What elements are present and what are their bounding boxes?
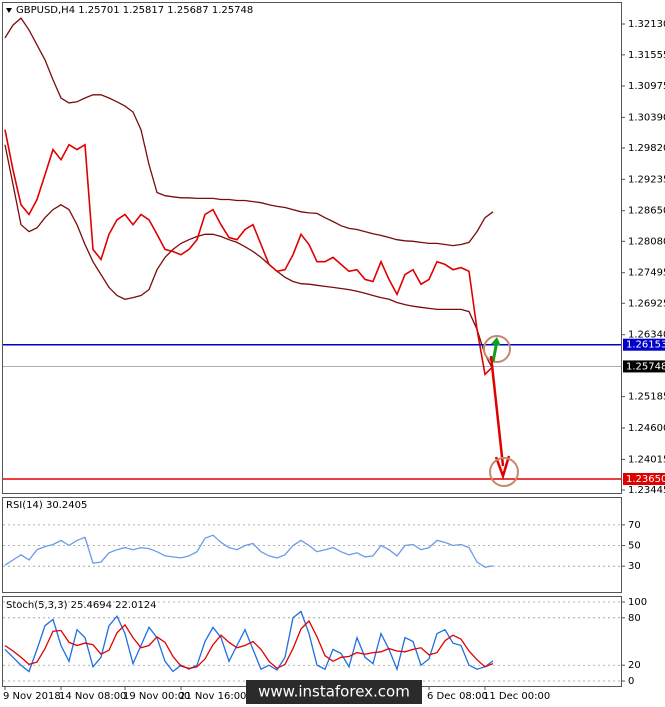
y-tick-label: 1.28650 [628, 206, 665, 217]
x-tick-label: 9 Nov 2018 [3, 691, 61, 702]
x-tick-label: 21 Nov 16:00 [179, 691, 246, 702]
y-tick-label: 30 [628, 561, 641, 572]
rsi-panel [2, 497, 622, 593]
y-tick-label: 1.27495 [628, 268, 665, 279]
y-tick-label: 1.26340 [628, 330, 665, 341]
y-tick-label: 1.24600 [628, 423, 665, 434]
down-arrow [489, 355, 505, 467]
rsi-title: RSI(14) 30.2405 [6, 500, 87, 511]
x-tick-label: 6 Dec 08:00 [427, 691, 488, 702]
y-tick-label: 1.32130 [628, 19, 665, 30]
target-circle [483, 335, 511, 363]
y-tick-label: 1.26925 [628, 298, 665, 309]
series-line [4, 534, 494, 568]
level-label-box [623, 338, 665, 351]
x-tick-label: 19 Nov 00:00 [123, 691, 190, 702]
series-line [4, 619, 494, 670]
menu-triangle [6, 8, 12, 13]
y-tick-label: 1.25185 [628, 392, 665, 403]
series-line [4, 144, 494, 370]
y-tick-label: 1.29235 [628, 174, 665, 185]
up-arrow-head [491, 337, 501, 346]
series-line [4, 610, 494, 673]
target-circle [489, 457, 519, 487]
y-tick-label: 100 [628, 597, 647, 608]
y-tick-label: 0 [628, 676, 634, 687]
x-tick-label: 14 Nov 08:00 [59, 691, 126, 702]
x-tick-label: 11 Dec 00:00 [483, 691, 550, 702]
y-tick-label: 1.31555 [628, 50, 665, 61]
y-tick-label: 1.28080 [628, 236, 665, 247]
marks: 1.32130 1.31555 1.30975 1.30390 1.29820 1.292… [3, 17, 665, 702]
annotations [483, 335, 519, 487]
level-label-box [623, 360, 665, 373]
chart-title: GBPUSD,H4 1.25701 1.25817 1.25687 1.2574… [16, 5, 253, 16]
watermark-box [246, 680, 422, 704]
y-tick-label: 50 [628, 541, 641, 552]
series-line [4, 129, 494, 377]
down-arrow-head [494, 455, 511, 480]
y-tick-label: 1.30390 [628, 112, 665, 123]
level-label: 1.26153 [626, 340, 665, 351]
level-label-box [623, 472, 665, 485]
y-tick-label: 80 [628, 613, 641, 624]
stoch-title: Stoch(5,3,3) 25.4694 22.0124 [6, 600, 157, 611]
series-line [4, 17, 494, 247]
main-panel [2, 2, 622, 494]
y-tick-label: 1.30975 [628, 81, 665, 92]
watermark: www.instaforex.com [258, 683, 410, 701]
y-tick-label: 70 [628, 520, 641, 531]
y-tick-label: 1.24015 [628, 454, 665, 465]
y-tick-label: 1.23445 [628, 485, 665, 496]
y-tick-label: 1.29820 [628, 143, 665, 154]
level-label: 1.23650 [626, 474, 665, 485]
level-label: 1.25748 [626, 361, 665, 372]
y-tick-label: 20 [628, 660, 641, 671]
